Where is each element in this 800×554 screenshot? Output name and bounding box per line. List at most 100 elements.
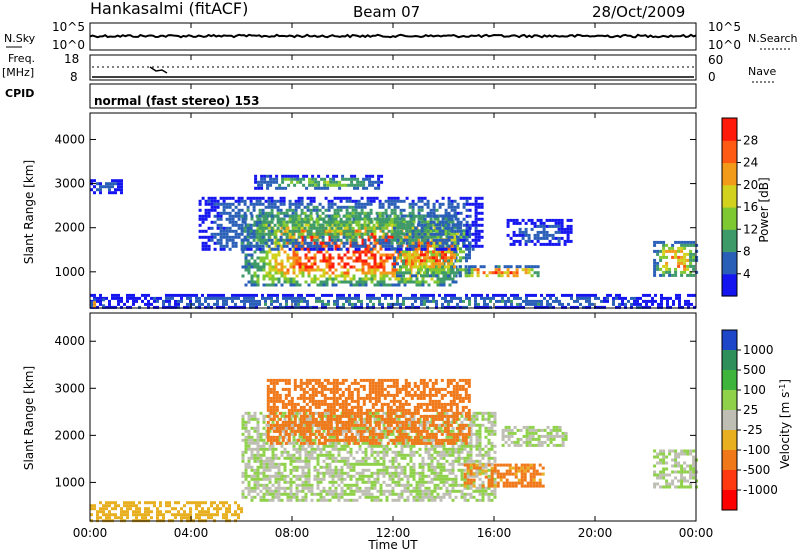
velocity-cell <box>265 462 269 466</box>
power-cell <box>411 211 415 215</box>
power-cell <box>384 217 388 221</box>
power-cell <box>346 226 350 230</box>
power-cell <box>225 302 228 306</box>
power-cell <box>285 223 289 227</box>
power-cell <box>477 229 481 233</box>
power-cell <box>474 305 477 309</box>
velocity-cell <box>445 453 449 457</box>
velocity-cell <box>241 450 245 454</box>
velocity-cell <box>277 435 281 439</box>
power-cell <box>324 241 328 245</box>
velocity-cell <box>280 429 284 433</box>
power-cell <box>474 232 478 236</box>
power-cell <box>445 214 449 218</box>
power-cell <box>204 305 207 309</box>
power-cell <box>345 241 349 245</box>
power-cell <box>573 305 576 309</box>
power-cell <box>243 244 247 248</box>
power-cell <box>366 214 370 218</box>
power-cell <box>321 293 324 297</box>
power-cell <box>252 229 256 233</box>
velocity-cell <box>307 462 311 466</box>
power-cell <box>665 255 669 259</box>
power-cell <box>420 238 424 242</box>
power-cell <box>426 199 430 203</box>
power-cell <box>204 241 208 245</box>
velocity-cell <box>292 474 296 478</box>
power-cell <box>288 217 292 221</box>
power-cell <box>345 208 349 212</box>
power-cell <box>351 205 355 209</box>
power-cell <box>351 238 355 242</box>
power-cell <box>249 302 252 306</box>
velocity-cell <box>331 474 335 478</box>
power-colorbar-label: Power [dB] <box>757 177 771 242</box>
velocity-cell <box>376 450 380 454</box>
power-cell <box>105 305 108 309</box>
power-cell <box>468 235 471 239</box>
power-cell <box>542 233 546 237</box>
velocity-cell <box>397 492 401 496</box>
velocity-cell <box>394 459 398 463</box>
power-cell <box>447 196 451 200</box>
velocity-cell <box>364 492 368 496</box>
power-cell <box>225 202 229 206</box>
velocity-cell <box>262 450 266 454</box>
power-cell <box>447 202 451 206</box>
nsky-tick-bottom-right: 10^0 <box>708 38 741 52</box>
power-cell <box>570 305 573 309</box>
power-cell <box>456 268 459 272</box>
power-cell <box>345 220 349 224</box>
power-cell <box>378 238 382 242</box>
power-cell <box>207 247 211 251</box>
power-cell <box>399 235 403 239</box>
power-cell <box>350 174 354 178</box>
power-cell <box>258 244 262 248</box>
velocity-cell <box>460 471 464 475</box>
power-cell <box>417 305 420 309</box>
power-cell <box>348 299 351 303</box>
power-cell <box>241 220 245 224</box>
power-cell <box>510 302 513 306</box>
velocity-cell <box>403 441 407 445</box>
power-cell <box>350 177 354 181</box>
power-cell <box>539 236 543 240</box>
power-cell <box>274 244 278 248</box>
power-cell <box>357 247 361 251</box>
velocity-cell <box>454 483 458 487</box>
power-cell <box>222 208 226 212</box>
power-cell <box>474 238 478 242</box>
velocity-cell <box>340 444 344 448</box>
power-cell <box>674 240 678 244</box>
power-cell <box>426 247 429 251</box>
velocity-cell <box>298 435 302 439</box>
power-cell <box>240 232 244 236</box>
power-cell <box>680 255 684 259</box>
power-cell <box>207 302 210 306</box>
power-cell <box>382 277 386 281</box>
power-cell <box>429 256 432 260</box>
power-cell <box>450 205 454 209</box>
velocity-cell <box>460 447 464 451</box>
power-cell <box>621 296 624 300</box>
power-cell <box>348 220 352 224</box>
power-cell <box>300 211 304 215</box>
power-cell <box>372 244 376 248</box>
power-cell <box>645 302 648 306</box>
power-cell <box>327 293 330 297</box>
velocity-cell <box>289 453 293 457</box>
power-cell <box>662 270 666 274</box>
power-cell <box>369 226 373 230</box>
power-cell <box>295 244 299 248</box>
velocity-cell <box>265 456 269 460</box>
power-cell <box>370 280 374 284</box>
power-cell <box>429 232 433 236</box>
power-cell <box>276 214 280 218</box>
power-cell <box>417 196 421 200</box>
power-cell <box>660 296 663 300</box>
velocity-cell <box>457 450 461 454</box>
power-cell <box>290 177 294 181</box>
velocity-cell <box>262 453 266 457</box>
power-cell <box>453 223 457 227</box>
power-cell <box>417 208 421 212</box>
